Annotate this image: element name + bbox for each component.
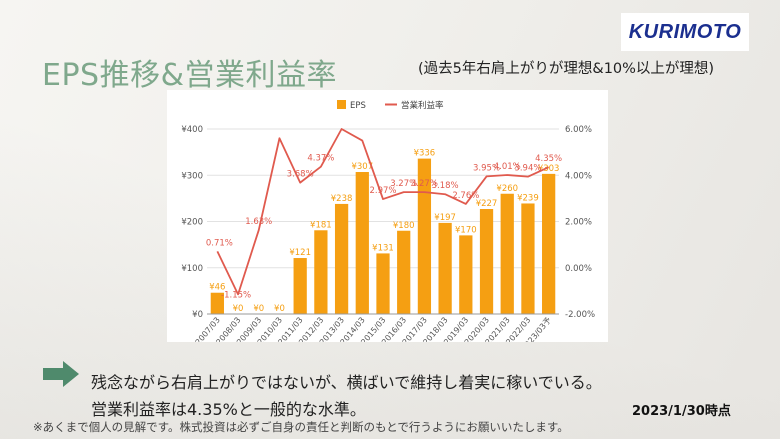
legend: EPS 営業利益率 <box>337 100 444 111</box>
margin-data-label: 3.95% <box>473 163 500 173</box>
eps-data-label: ¥180 <box>393 221 415 231</box>
comment-line-1: 残念ながら右肩上がりではないが、横ばいで維持し着実に稼いでいる。 <box>91 373 602 392</box>
margin-data-label: 2.97% <box>369 186 396 196</box>
margin-data-label: 3.27% <box>411 179 438 189</box>
kurimoto-logo: KURIMOTO <box>621 13 749 51</box>
eps-bar <box>210 292 224 314</box>
eps-bar <box>314 230 328 314</box>
page-subtitle: (過去5年右肩上がりが理想&10%以上が理想) <box>418 61 715 77</box>
margin-line: 0.71%-1.15%1.63%3.68%4.37%2.97%3.27%3.27… <box>206 128 562 300</box>
y-right-tick-label: 4.00% <box>565 171 592 181</box>
eps-data-label: ¥239 <box>517 193 539 203</box>
margin-data-label: -1.15% <box>221 290 251 300</box>
eps-bar <box>438 222 452 314</box>
margin-data-label: 4.37% <box>307 154 334 164</box>
eps-bar <box>355 172 369 314</box>
margin-data-label: 3.18% <box>432 181 459 191</box>
y-right-tick-label: 0.00% <box>565 264 592 274</box>
margin-data-label: 0.71% <box>206 238 233 248</box>
eps-bar <box>397 230 411 314</box>
y-left-tick-label: ¥0 <box>192 310 203 320</box>
y-right-tick-label: 2.00% <box>565 218 592 228</box>
eps-bar <box>376 253 390 314</box>
eps-data-label: ¥131 <box>372 243 394 253</box>
margin-data-label: 2.76% <box>452 191 479 201</box>
eps-data-label: ¥238 <box>331 194 353 204</box>
margin-data-label: 3.94% <box>514 164 541 174</box>
eps-bar <box>334 203 349 314</box>
margin-data-label: 3.27% <box>390 179 417 189</box>
eps-bar <box>293 258 307 314</box>
eps-data-label: ¥227 <box>476 199 498 209</box>
eps-bar <box>459 235 473 314</box>
y-left-tick-label: ¥300 <box>181 171 203 181</box>
eps-data-label: ¥303 <box>538 164 560 174</box>
margin-series-line <box>216 128 550 296</box>
eps-bar <box>479 209 494 314</box>
margin-data-label: 4.35% <box>535 154 562 164</box>
y-left-tick-label: ¥400 <box>181 125 203 135</box>
legend-swatch-eps <box>337 100 346 109</box>
eps-data-label: ¥121 <box>289 248 311 258</box>
eps-bar <box>542 173 556 314</box>
page-title: EPS推移&営業利益率 <box>42 58 337 93</box>
chart-card: ¥46 ¥0 ¥0 ¥0 ¥121 ¥181 ¥238 ¥307 ¥131 ¥180 ¥336 ¥19… <box>167 90 608 353</box>
eps-data-label: ¥260 <box>496 184 518 194</box>
eps-bar <box>500 193 514 314</box>
eps-data-label: ¥197 <box>434 213 456 223</box>
eps-bars: ¥46 ¥0 ¥0 ¥0 ¥121 ¥181 ¥238 ¥307 ¥131 ¥180 ¥336 ¥19… <box>209 149 559 314</box>
eps-margin-chart: ¥46 ¥0 ¥0 ¥0 ¥121 ¥181 ¥238 ¥307 ¥131 ¥180 ¥336 ¥19… <box>181 100 595 353</box>
margin-data-label: 4.01% <box>494 162 521 172</box>
eps-data-label: ¥336 <box>414 149 436 159</box>
eps-bar <box>521 203 535 314</box>
y-right-tick-label: 6.00% <box>565 125 592 135</box>
eps-bar <box>417 158 432 314</box>
y-right-tick-label: -2.00% <box>565 310 595 320</box>
y-left-tick-label: ¥200 <box>181 218 203 228</box>
legend-label-eps: EPS <box>350 101 366 111</box>
eps-data-label: ¥181 <box>310 220 332 230</box>
disclaimer: ※あくまで個人の見解です。株式投資は必ずご自身の責任と判断のもとで行うようにお願… <box>33 420 569 434</box>
y-left-tick-label: ¥100 <box>181 264 203 274</box>
eps-data-label: ¥0 <box>233 304 244 314</box>
eps-data-label: ¥170 <box>455 225 477 235</box>
eps-data-label: ¥307 <box>351 162 373 172</box>
comment-line-2: 営業利益率は4.35%と一般的な水準。 <box>91 400 366 419</box>
arrow-right-icon <box>43 361 79 387</box>
legend-label-margin: 営業利益率 <box>401 100 444 111</box>
eps-data-label: ¥0 <box>253 304 264 314</box>
date-note: 2023/1/30時点 <box>632 404 731 419</box>
logo-text: KURIMOTO <box>628 20 742 43</box>
eps-data-label: ¥0 <box>274 304 285 314</box>
margin-data-label: 1.63% <box>245 217 272 227</box>
eps-data-label: ¥46 <box>209 283 225 293</box>
margin-data-label: 3.68% <box>287 170 314 180</box>
